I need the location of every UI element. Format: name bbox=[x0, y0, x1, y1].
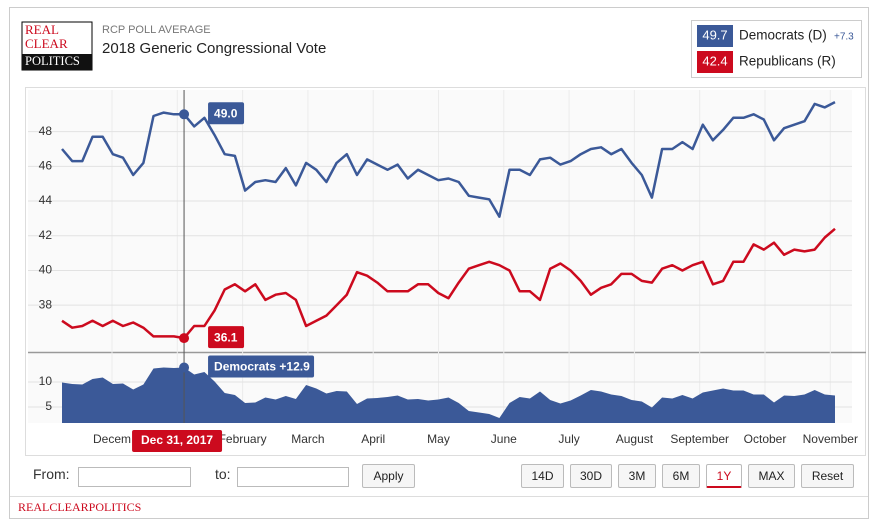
logo-text: CLEAR bbox=[25, 36, 68, 51]
footer: REALCLEARPOLITICS bbox=[18, 500, 141, 514]
y-tick-label: 44 bbox=[39, 193, 53, 207]
cursor-dot bbox=[179, 333, 190, 344]
range-button[interactable]: 30D bbox=[570, 464, 612, 488]
legend-spread: +7.3 bbox=[834, 32, 854, 43]
from-label: From: bbox=[33, 466, 70, 482]
tooltip-box bbox=[208, 102, 245, 125]
cursor-dot bbox=[179, 109, 190, 120]
x-tick-label: October bbox=[744, 432, 787, 446]
apply-button[interactable]: Apply bbox=[362, 464, 415, 488]
legend-badge bbox=[697, 51, 733, 73]
x-tick-label: February bbox=[219, 432, 267, 446]
legend-badge bbox=[697, 25, 733, 47]
to-label: to: bbox=[215, 466, 231, 482]
x-tick-label: June bbox=[491, 432, 517, 446]
date-tooltip-label: Dec 31, 2017 bbox=[141, 433, 213, 447]
x-tick-label: May bbox=[427, 432, 450, 446]
range-button[interactable]: 3M bbox=[618, 464, 656, 488]
chart-title: 2018 Generic Congressional Vote bbox=[102, 40, 326, 57]
x-tick-label: April bbox=[361, 432, 385, 446]
legend-value: 49.7 bbox=[702, 27, 727, 42]
legend-name: Democrats (D) bbox=[739, 28, 827, 43]
logo-bar bbox=[22, 54, 92, 70]
kicker: RCP POLL AVERAGE bbox=[102, 24, 211, 36]
plot-area bbox=[28, 90, 852, 423]
y-tick-label: 10 bbox=[39, 374, 53, 388]
x-tick-label: March bbox=[291, 432, 324, 446]
y-tick-label: 46 bbox=[39, 159, 53, 173]
tooltip-box bbox=[208, 355, 315, 378]
y-tick-label: 38 bbox=[39, 297, 53, 311]
tooltip-label: 36.1 bbox=[214, 330, 238, 344]
tooltip-label: Democrats +12.9 bbox=[214, 360, 310, 374]
area bbox=[62, 367, 835, 423]
y-tick-label: 5 bbox=[45, 399, 52, 413]
range-button[interactable]: 1Y bbox=[706, 464, 742, 488]
y-tick-label: 40 bbox=[39, 263, 53, 277]
range-button[interactable]: 6M bbox=[662, 464, 700, 488]
y-tick-label: 48 bbox=[39, 124, 53, 138]
line bbox=[61, 100, 836, 218]
x-tick-label: Decem bbox=[93, 432, 131, 446]
date-tooltip-box bbox=[132, 430, 223, 452]
legend-name: Republicans (R) bbox=[739, 54, 836, 69]
x-tick-label: September bbox=[670, 432, 729, 446]
tooltip-box bbox=[208, 326, 245, 349]
cursor-dot bbox=[179, 362, 190, 373]
legend-value: 42.4 bbox=[702, 53, 727, 68]
logo-text: POLITICS bbox=[25, 54, 80, 68]
y-tick-label: 42 bbox=[39, 228, 53, 242]
range-button[interactable]: 14D bbox=[521, 464, 564, 488]
line bbox=[61, 227, 836, 340]
range-button[interactable]: Reset bbox=[801, 464, 854, 488]
x-tick-label: August bbox=[616, 432, 654, 446]
x-tick-label: November bbox=[803, 432, 858, 446]
logo-text: REAL bbox=[25, 22, 59, 37]
to-input[interactable] bbox=[237, 467, 349, 487]
x-tick-label: July bbox=[558, 432, 579, 446]
from-input[interactable] bbox=[78, 467, 191, 487]
tooltip-label: 49.0 bbox=[214, 106, 238, 120]
range-button[interactable]: MAX bbox=[748, 464, 795, 488]
